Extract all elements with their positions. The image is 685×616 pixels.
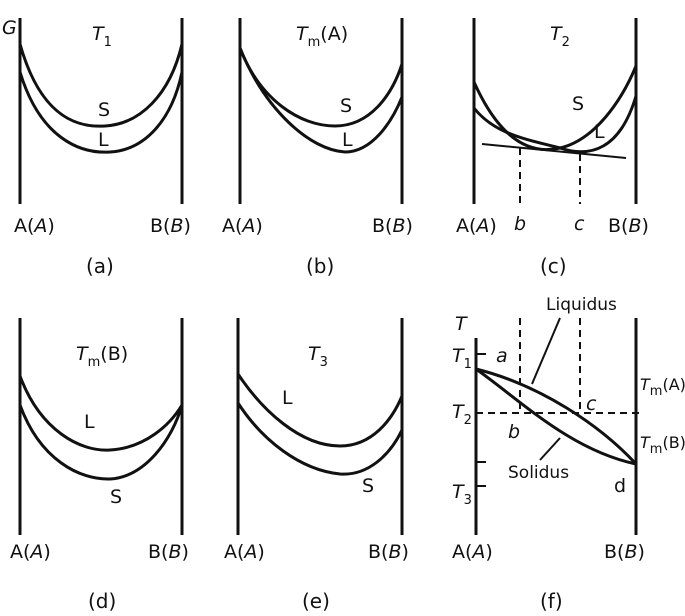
curve-label-s: S [98,99,110,121]
x-label-a: A(A) [222,215,263,237]
liquidus-curve [475,367,638,466]
t2-label: T2 [452,401,472,428]
x-label-b: B(B) [608,215,649,237]
t3-label: T3 [452,481,472,508]
x-label-b: B(B) [372,215,413,237]
temperature-label: Tm(A) [296,23,348,50]
x-label-a: A(A) [456,215,497,237]
liquidus-pointer [531,317,561,385]
caption: (c) [540,254,567,278]
temperature-label: T2 [550,23,570,50]
tma-label: Tm(A) [640,375,685,399]
point-c-label: c [574,213,585,235]
common-tangent [481,143,627,159]
curve-label-l: L [282,387,293,409]
panel-c: T2 S L b c A(A) B(B) (c) [456,18,649,278]
point-c-label: c [586,393,597,415]
curve-label-l: L [594,121,605,143]
point-d-label: d [614,475,626,497]
caption: (d) [88,589,116,613]
x-label-b: B(B) [604,541,645,563]
g-axis-label: G [2,17,17,39]
curve-s [236,402,404,476]
curve-l [238,47,404,154]
curve-label-l: L [98,129,109,151]
temperature-label: Tm(B) [76,343,128,370]
caption: (e) [302,589,330,613]
x-label-a: A(A) [10,541,51,563]
point-b-label: b [514,213,526,235]
curve-label-l: L [342,129,353,151]
t-axis-label: T [455,313,468,335]
point-b-label: b [508,421,520,443]
caption: (a) [86,254,114,278]
curve-label-s: S [572,93,584,115]
temperature-label: T1 [92,23,112,50]
x-label-b: B(B) [148,541,189,563]
curve-l [18,375,184,452]
x-label-b: B(B) [368,541,409,563]
panel-e: T3 L S A(A) B(B) (e) [224,318,409,613]
caption: (f) [540,589,563,613]
temperature-label: T3 [308,343,328,370]
curve-label-s: S [362,475,374,497]
curve-label-l: L [84,411,95,433]
x-label-b: B(B) [150,215,191,237]
panel-f: T T1 T2 T3 a b c d Liquidus Solidus Tm(A… [452,295,685,613]
panel-a: G T1 S L A(A) B(B) (a) [2,17,191,278]
solidus-curve [475,367,637,466]
solidus-pointer [539,437,561,461]
curve-s [472,65,638,152]
curve-s [18,43,184,128]
solidus-label: Solidus [508,463,569,483]
t1-label: T1 [452,345,472,372]
panel-d: Tm(B) L S A(A) B(B) (d) [10,318,189,613]
x-label-a: A(A) [452,541,493,563]
x-label-a: A(A) [14,215,55,237]
point-a-label: a [496,345,508,367]
tmb-label: Tm(B) [640,433,685,457]
caption: (b) [306,254,334,278]
liquidus-label: Liquidus [546,295,617,315]
panel-b: Tm(A) S L A(A) B(B) (b) [222,18,413,278]
x-label-a: A(A) [224,541,265,563]
curve-label-s: S [340,95,352,117]
curve-l [236,373,404,448]
curve-s [18,404,184,481]
curve-l [18,71,184,154]
curve-label-s: S [110,486,122,508]
curve-l [472,95,638,154]
curve-s [238,47,404,128]
